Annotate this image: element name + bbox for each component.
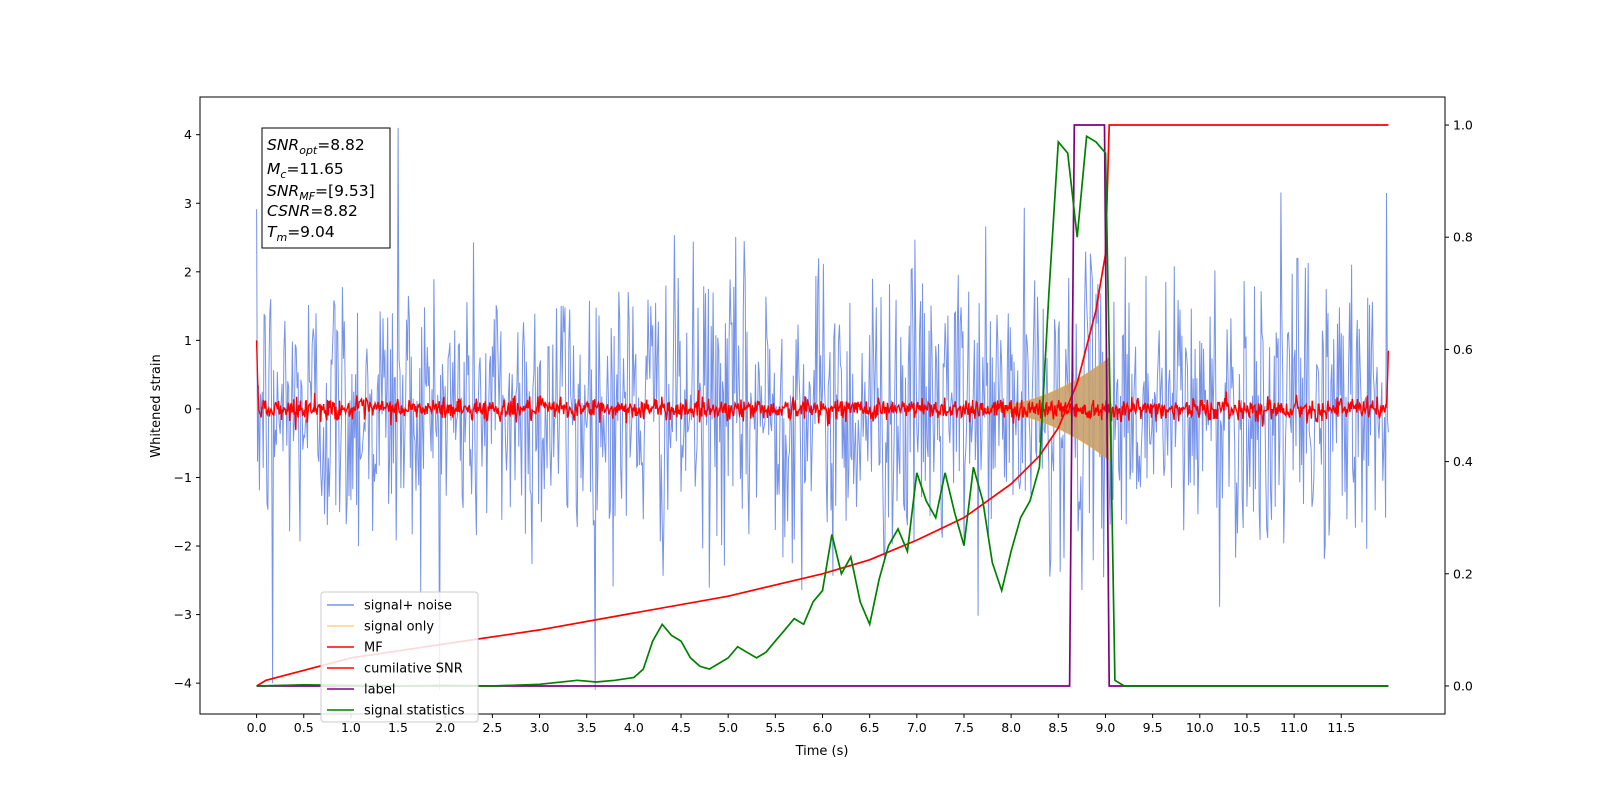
- y-left-tick-label: 4: [184, 127, 192, 142]
- y-right-tick-label: 0.2: [1453, 566, 1473, 581]
- info-csnr: CSNR=8.82: [267, 202, 358, 220]
- y-right-tick-label: 0.8: [1453, 230, 1473, 245]
- x-tick-label: 5.0: [718, 720, 738, 735]
- x-tick-label: 0.0: [247, 720, 267, 735]
- x-tick-label: 10.5: [1233, 720, 1261, 735]
- x-tick-label: 2.5: [482, 720, 502, 735]
- x-tick-label: 5.5: [765, 720, 785, 735]
- y-axis-right: 0.0 0.2 0.4 0.6 0.8 1.0: [1445, 118, 1473, 693]
- y-left-tick-label: −4: [174, 676, 192, 691]
- x-tick-label: 11.5: [1327, 720, 1355, 735]
- x-axis: 0.0 0.5 1.0 1.5 2.0 2.5 3.0 3.5 4.0 4.5 5.0 5.5 6.0 6…: [247, 714, 1355, 735]
- legend-label: signal only: [364, 620, 434, 635]
- y-left-tick-label: −1: [174, 470, 192, 485]
- series-signal-statistics: [256, 134, 1389, 687]
- x-tick-label: 3.0: [530, 720, 550, 735]
- plot-area: [255, 124, 1390, 691]
- x-tick-label: 10.0: [1186, 720, 1214, 735]
- x-tick-label: 7.5: [954, 720, 974, 735]
- x-tick-label: 8.5: [1048, 720, 1068, 735]
- x-tick-label: 1.5: [388, 720, 408, 735]
- y-left-tick-label: 3: [184, 196, 192, 211]
- legend-label: label: [364, 683, 395, 698]
- y-right-tick-label: 1.0: [1453, 118, 1473, 133]
- x-tick-label: 9.5: [1143, 720, 1163, 735]
- info-tm: Tm=9.04: [267, 223, 335, 244]
- x-tick-label: 4.5: [671, 720, 691, 735]
- x-tick-label: 6.5: [860, 720, 880, 735]
- y-left-tick-label: 2: [184, 264, 192, 279]
- legend-label: signal statistics: [364, 704, 465, 719]
- x-axis-label: Time (s): [795, 744, 849, 759]
- x-tick-label: 2.0: [435, 720, 455, 735]
- info-mc: Mc=11.65: [267, 160, 344, 181]
- y-left-tick-label: 1: [184, 333, 192, 348]
- y-axis-label-left: Whitened strain: [149, 354, 164, 457]
- info-snr-mf: SNRMF=[9.53]: [267, 182, 375, 203]
- legend: signal+ noise signal only MF cumilative SNR…: [320, 591, 479, 723]
- legend-label: cumilative SNR: [364, 662, 463, 677]
- x-tick-label: 8.0: [1001, 720, 1021, 735]
- y-right-tick-label: 0.6: [1453, 342, 1473, 357]
- y-left-tick-label: −2: [174, 539, 192, 554]
- y-axis-left: −4 −3 −2 −1 0 1 2 3 4: [174, 127, 200, 691]
- y-left-tick-label: 0: [184, 401, 192, 416]
- info-box: SNRopt=8.82 Mc=11.65 SNRMF=[9.53] CSNR=8…: [261, 127, 391, 249]
- x-tick-label: 3.5: [577, 720, 597, 735]
- series-mf: [255, 340, 1390, 431]
- legend-label: signal+ noise: [364, 599, 452, 614]
- legend-label: MF: [364, 641, 383, 656]
- x-tick-label: 9.0: [1096, 720, 1116, 735]
- x-tick-label: 4.0: [624, 720, 644, 735]
- y-right-tick-label: 0.0: [1453, 678, 1473, 693]
- x-tick-label: 6.0: [813, 720, 833, 735]
- x-tick-label: 7.0: [907, 720, 927, 735]
- x-tick-label: 0.5: [294, 720, 314, 735]
- series-signal-noise: [256, 127, 1389, 691]
- y-right-tick-label: 0.4: [1453, 454, 1473, 469]
- y-left-tick-label: −3: [174, 607, 192, 622]
- info-snr-opt: SNRopt=8.82: [267, 136, 365, 157]
- x-tick-label: 1.0: [341, 720, 361, 735]
- x-tick-label: 11.0: [1280, 720, 1308, 735]
